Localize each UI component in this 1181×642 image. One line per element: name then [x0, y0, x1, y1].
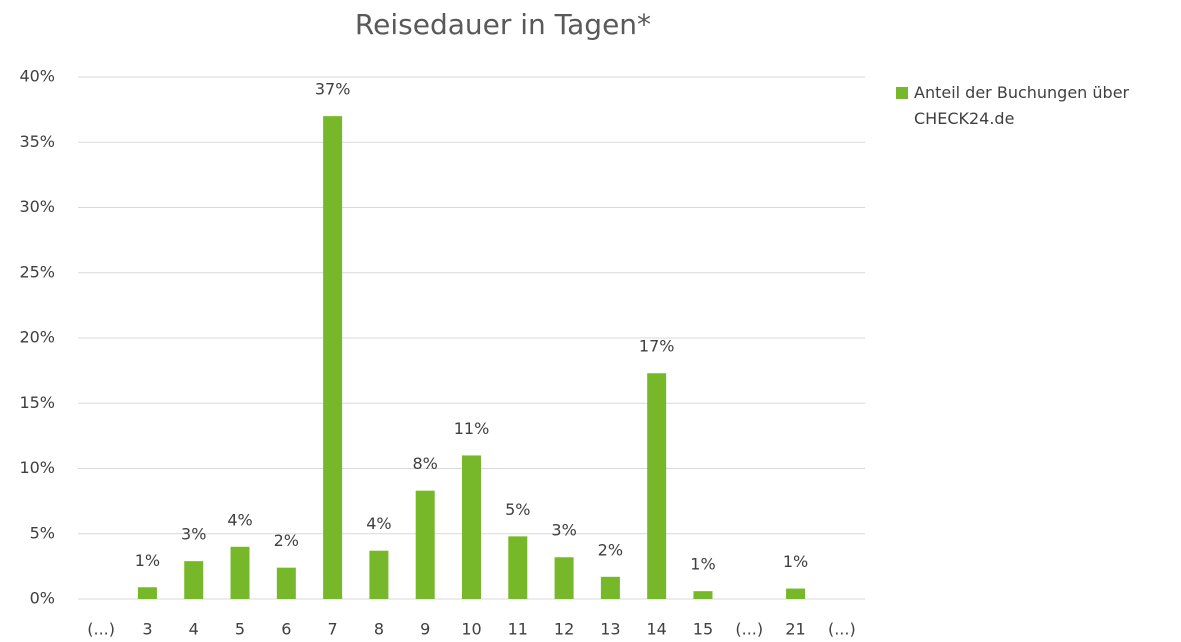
data-label: 1% [783, 552, 808, 571]
bar [323, 116, 343, 600]
x-tick-label: 14 [646, 620, 666, 639]
bar [600, 576, 620, 599]
data-label: 1% [135, 551, 160, 570]
data-label: 4% [227, 510, 252, 529]
bar [554, 557, 574, 599]
y-tick-label: 15% [19, 393, 55, 412]
data-label: 2% [598, 540, 623, 559]
x-tick-label: (...) [87, 620, 115, 639]
data-label: 3% [181, 525, 206, 544]
bar [184, 561, 204, 599]
data-label: 17% [639, 337, 675, 356]
bar [415, 490, 435, 599]
data-label: 4% [366, 514, 391, 533]
x-tick-label: 11 [508, 620, 528, 639]
data-label: 11% [454, 419, 490, 438]
bar [647, 373, 667, 599]
x-tick-label: 8 [374, 620, 384, 639]
y-tick-label: 0% [30, 589, 55, 608]
x-tick-label: 10 [461, 620, 481, 639]
x-tick-label: (...) [828, 620, 856, 639]
legend: Anteil der Buchungen über CHECK24.de [896, 80, 1181, 132]
bar [786, 588, 806, 599]
data-label: 2% [274, 531, 299, 550]
data-label: 8% [413, 454, 438, 473]
bar [137, 587, 157, 599]
bar [462, 455, 481, 599]
bar [693, 591, 713, 599]
data-label: 37% [315, 80, 351, 99]
x-tick-label: 13 [600, 620, 620, 639]
x-tick-label: 6 [281, 620, 291, 639]
x-tick-label: 15 [693, 620, 713, 639]
y-tick-label: 20% [19, 328, 55, 347]
chart-title: Reisedauer in Tagen* [355, 8, 651, 41]
y-tick-label: 25% [19, 262, 55, 281]
legend-swatch [896, 87, 908, 99]
x-tick-label: 5 [235, 620, 245, 639]
y-tick-label: 10% [19, 458, 55, 477]
bar [230, 546, 250, 599]
y-tick-label: 40% [19, 67, 55, 86]
x-tick-label: 3 [142, 620, 152, 639]
bar [276, 567, 296, 599]
x-tick-label: (...) [735, 620, 763, 639]
x-tick-label: 9 [420, 620, 430, 639]
y-tick-label: 35% [19, 132, 55, 151]
x-tick-label: 12 [554, 620, 574, 639]
y-tick-label: 5% [30, 523, 55, 542]
bar [369, 550, 389, 599]
x-tick-label: 4 [189, 620, 199, 639]
legend-label: Anteil der Buchungen über CHECK24.de [914, 83, 1130, 128]
y-tick-label: 30% [19, 197, 55, 216]
x-tick-label: 21 [785, 620, 805, 639]
data-label: 5% [505, 500, 530, 519]
data-label: 1% [690, 555, 715, 574]
bar [508, 536, 528, 599]
x-tick-label: 7 [328, 620, 338, 639]
data-label: 3% [551, 521, 576, 540]
